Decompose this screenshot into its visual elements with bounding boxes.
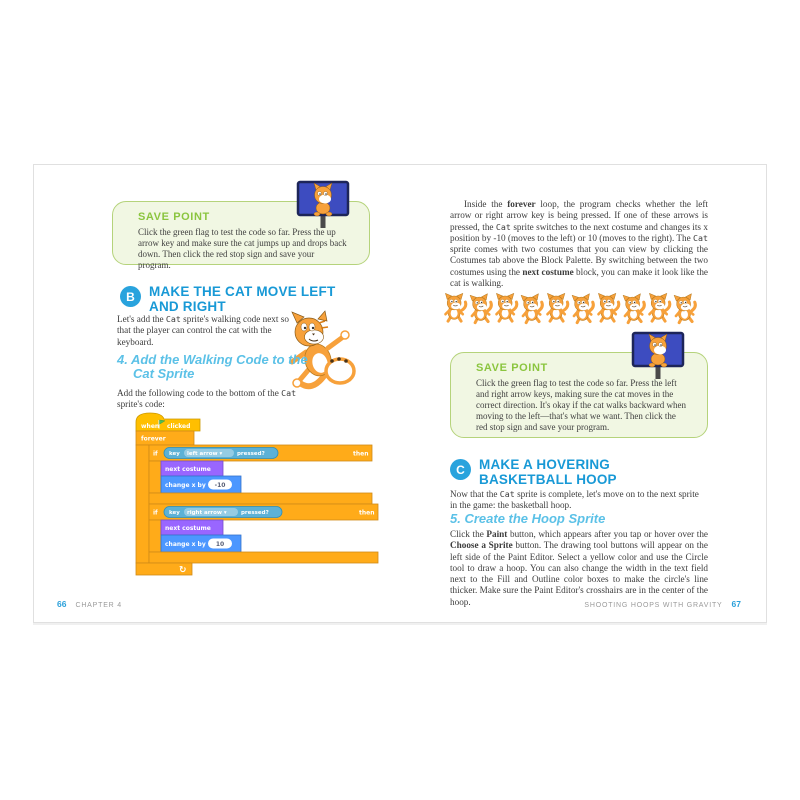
- block-if-right-bottom: [148, 551, 379, 564]
- block-forever-bottom: [135, 562, 193, 576]
- block-forever-spine: [135, 444, 150, 564]
- green-flag-icon: [159, 419, 166, 425]
- block-when-flag-clicked: [135, 412, 201, 432]
- footer-right: SHOOTING HOOPS WITH GRAVITY 67: [584, 599, 741, 609]
- save-point-cat-sign-icon: [296, 180, 350, 230]
- save-point-title: SAVE POINT: [476, 362, 548, 374]
- footer-right-label: SHOOTING HOOPS WITH GRAVITY: [584, 602, 723, 609]
- svg-text:key: key: [169, 451, 180, 457]
- svg-text:when: when: [141, 423, 159, 430]
- step-4-heading-line2: Cat Sprite: [133, 366, 195, 381]
- step-4-heading-line1: 4. Add the Walking Code to the: [117, 352, 308, 367]
- footer-left: 66 CHAPTER 4: [57, 599, 122, 609]
- walking-cat-icon: [519, 292, 545, 325]
- main-paragraph: Inside the forever loop, the program che…: [450, 199, 709, 289]
- svg-text:clicked: clicked: [167, 423, 190, 430]
- svg-text:then: then: [353, 451, 368, 458]
- walking-cat-icon: [443, 293, 468, 323]
- save-point-title: SAVE POINT: [138, 211, 210, 223]
- block-if-right-spine: [148, 519, 162, 553]
- svg-text:left arrow ▾: left arrow ▾: [187, 451, 222, 457]
- page-number-right: 67: [731, 599, 741, 609]
- svg-text:right arrow ▾: right arrow ▾: [187, 510, 227, 516]
- walking-cat-icon: [494, 293, 519, 323]
- svg-text:forever: forever: [141, 436, 166, 443]
- section-c-marker: C: [450, 459, 471, 480]
- step-4-body: Add the following code to the bottom of …: [117, 388, 297, 410]
- svg-text:change x by: change x by: [165, 482, 206, 489]
- svg-text:if: if: [153, 451, 158, 458]
- section-c-intro: Now that the Cat sprite is complete, let…: [450, 489, 699, 511]
- dropdown-right-arrow: [184, 508, 238, 516]
- walking-cat-icon: [468, 292, 494, 325]
- walking-cat-icon: [596, 293, 621, 323]
- svg-text:pressed?: pressed?: [241, 510, 269, 516]
- svg-text:next costume: next costume: [165, 525, 211, 532]
- footer-left-label: CHAPTER 4: [75, 602, 122, 609]
- svg-text:key: key: [169, 510, 180, 516]
- section-b-intro: Let's add the Cat sprite's walking code …: [117, 314, 289, 347]
- svg-text:next costume: next costume: [165, 466, 211, 473]
- block-if-left-bottom: [148, 492, 373, 505]
- section-b-marker: B: [120, 286, 141, 307]
- dropdown-arrow-icon: ▾: [224, 510, 227, 516]
- loop-arrow-icon: ↻: [179, 566, 187, 576]
- walking-cat-icon: [545, 293, 570, 323]
- block-key-pressed-left: [163, 447, 279, 459]
- svg-text:pressed?: pressed?: [237, 451, 265, 457]
- walking-cat-icon: [621, 292, 647, 325]
- block-key-pressed-right: [163, 506, 283, 518]
- value-input-2: [208, 538, 232, 549]
- dropdown-arrow-icon: ▾: [219, 451, 222, 457]
- walking-cat-icon: [570, 292, 596, 325]
- section-b-title: MAKE THE CAT MOVE LEFT AND RIGHT: [149, 284, 336, 314]
- step-5-heading: 5. Create the Hoop Sprite: [450, 511, 606, 526]
- svg-text:-10: -10: [215, 482, 226, 489]
- scratch-code-script: when clicked forever if key left arrow ▾…: [135, 412, 379, 576]
- walking-cat-icon: [647, 293, 672, 323]
- svg-text:if: if: [153, 510, 158, 517]
- save-point-cat-sign-icon: [631, 331, 685, 381]
- walking-cat-icon: [672, 292, 698, 325]
- value-input-1: [208, 479, 232, 490]
- save-point-body: Click the green flag to test the code so…: [138, 227, 347, 270]
- step-4-heading: 4. Add the Walking Code to the Cat Sprit…: [117, 353, 317, 381]
- dropdown-left-arrow: [184, 449, 234, 457]
- page-number-left: 66: [57, 599, 67, 609]
- svg-text:change x by: change x by: [165, 541, 206, 548]
- save-point-body: Click the green flag to test the code so…: [476, 378, 687, 432]
- section-c-title: MAKE A HOVERING BASKETBALL HOOP: [479, 457, 617, 487]
- step-5-body: Click the Paint button, which appears af…: [450, 529, 708, 607]
- walking-cats-row: [442, 292, 704, 325]
- block-if-left-spine: [148, 460, 162, 494]
- svg-text:10: 10: [216, 541, 224, 548]
- svg-text:then: then: [359, 510, 374, 517]
